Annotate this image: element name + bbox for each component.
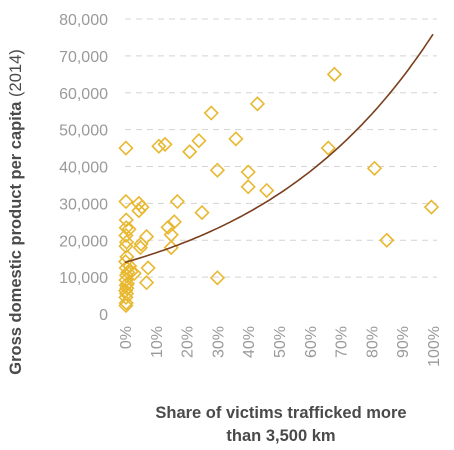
data-point — [191, 133, 207, 149]
data-point — [138, 228, 155, 245]
trendline — [124, 33, 434, 264]
data-point — [131, 203, 147, 219]
data-point — [118, 193, 134, 210]
x-tick-label: 60% — [303, 326, 320, 358]
y-tick-label: 70,000 — [59, 49, 108, 66]
y-tick-label: 60,000 — [59, 86, 108, 103]
x-tick-label: 20% — [180, 326, 197, 358]
data-point — [118, 297, 134, 314]
x-tick-label: 50% — [272, 326, 289, 358]
data-point — [140, 260, 156, 276]
y-axis-title-suffix: (2014) — [7, 49, 25, 101]
data-point — [249, 96, 266, 112]
data-point — [118, 234, 135, 250]
x-axis-title-line-1: Share of victims trafficked more — [155, 404, 406, 422]
x-axis-title-line-2: than 3,500 km — [226, 427, 335, 445]
x-tick-label: 10% — [149, 326, 166, 358]
trendline-layer — [124, 33, 434, 264]
data-point — [118, 212, 134, 228]
y-axis-title-main: Gross domestic product per capita — [7, 101, 25, 375]
x-tick-label: 70% — [334, 326, 351, 358]
data-point — [118, 140, 134, 156]
data-point — [118, 227, 134, 244]
data-point — [169, 193, 185, 210]
data-point — [423, 199, 440, 215]
y-axis-title: Gross domestic product per capita (2014) — [7, 49, 25, 375]
data-point — [209, 162, 226, 178]
data-point — [209, 270, 226, 286]
data-point — [131, 195, 147, 212]
data-point — [134, 199, 150, 215]
y-tick-label: 40,000 — [59, 160, 108, 177]
data-point — [379, 232, 395, 248]
x-tick-label: 40% — [241, 326, 258, 358]
data-point — [366, 160, 383, 176]
x-tick-label: 100% — [426, 326, 443, 367]
x-tick-label: 80% — [364, 326, 381, 358]
data-point — [138, 275, 155, 291]
x-tick-label: 30% — [210, 326, 227, 358]
data-point — [157, 136, 173, 153]
data-point — [228, 131, 244, 147]
y-tick-label: 0 — [99, 307, 108, 324]
data-point — [121, 258, 138, 274]
data-point — [259, 182, 275, 199]
y-tick-label: 20,000 — [59, 233, 108, 250]
data-point — [151, 138, 167, 154]
y-tick-labels: 0 10,000 20,000 30,000 40,000 50,000 60,000 70,… — [59, 12, 108, 324]
data-point — [240, 179, 256, 195]
data-point — [240, 164, 256, 180]
data-point — [118, 220, 134, 236]
data-point — [160, 219, 176, 235]
y-tick-label: 10,000 — [59, 270, 108, 287]
y-tick-label: 50,000 — [59, 123, 108, 140]
data-points — [117, 66, 440, 314]
data-point — [166, 214, 182, 230]
data-point — [203, 105, 219, 121]
data-point — [182, 144, 198, 160]
data-point — [326, 66, 343, 82]
data-point — [121, 221, 137, 237]
x-tick-label: 90% — [395, 326, 412, 358]
y-tick-label: 30,000 — [59, 196, 108, 213]
x-tick-labels: 0% 10% 20% 30% 40% 50% 60% 70% 80% 90% 100% — [118, 326, 443, 367]
data-point — [194, 204, 210, 221]
x-tick-label: 0% — [118, 326, 135, 349]
data-point — [320, 140, 336, 156]
gridlines — [125, 18, 437, 278]
y-tick-label: 80,000 — [59, 12, 108, 29]
